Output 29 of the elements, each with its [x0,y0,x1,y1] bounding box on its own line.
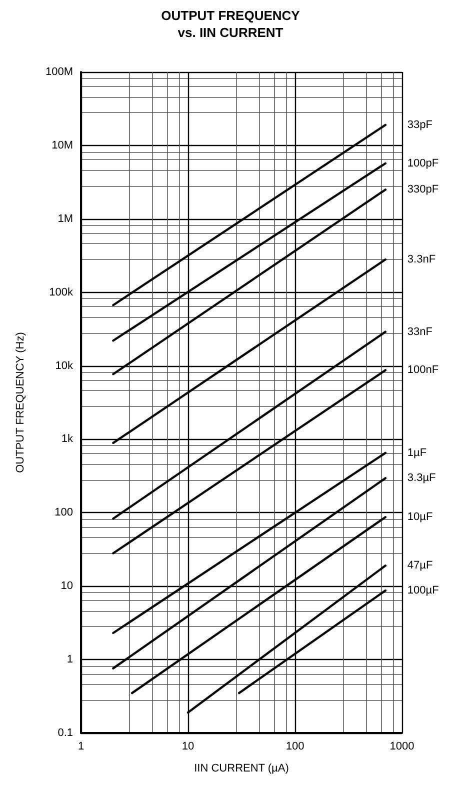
x-tick-label: 10 [182,740,194,752]
series-label: 10µF [407,511,433,524]
x-tick-label: 100 [286,740,304,752]
y-tick-label: 10M [52,139,73,152]
series-label: 33pF [407,118,433,131]
y-tick-label: 1M [58,212,73,225]
series-label: 47µF [407,560,433,572]
series-label: 1µF [407,446,427,459]
chart-title: OUTPUT FREQUENCY [161,8,300,23]
x-tick-label: 1000 [390,740,414,752]
series-label: 33nF [407,326,433,338]
series-label: 330pF [407,184,439,196]
series-label: 100nF [407,364,439,376]
y-axis-title: OUTPUT FREQUENCY (Hz) [14,332,26,473]
y-tick-label: 1 [66,654,73,666]
x-axis-title: IIN CURRENT (µA) [194,762,289,774]
y-tick-label: 0.1 [58,727,73,739]
y-tick-label: 1k [61,433,74,446]
series-label: 100pF [407,157,439,170]
y-tick-label: 10 [60,580,73,592]
y-tick-label: 100M [45,66,73,78]
series-label: 100µF [407,584,440,597]
chart-subtitle: vs. IIN CURRENT [178,25,284,40]
y-tick-label: 100 [54,506,73,519]
y-tick-label: 100k [49,286,74,298]
series-label: 3.3nF [407,253,436,266]
series-label: 3.3µF [407,472,436,484]
y-tick-label: 10k [55,360,74,372]
x-tick-label: 1 [78,740,84,752]
